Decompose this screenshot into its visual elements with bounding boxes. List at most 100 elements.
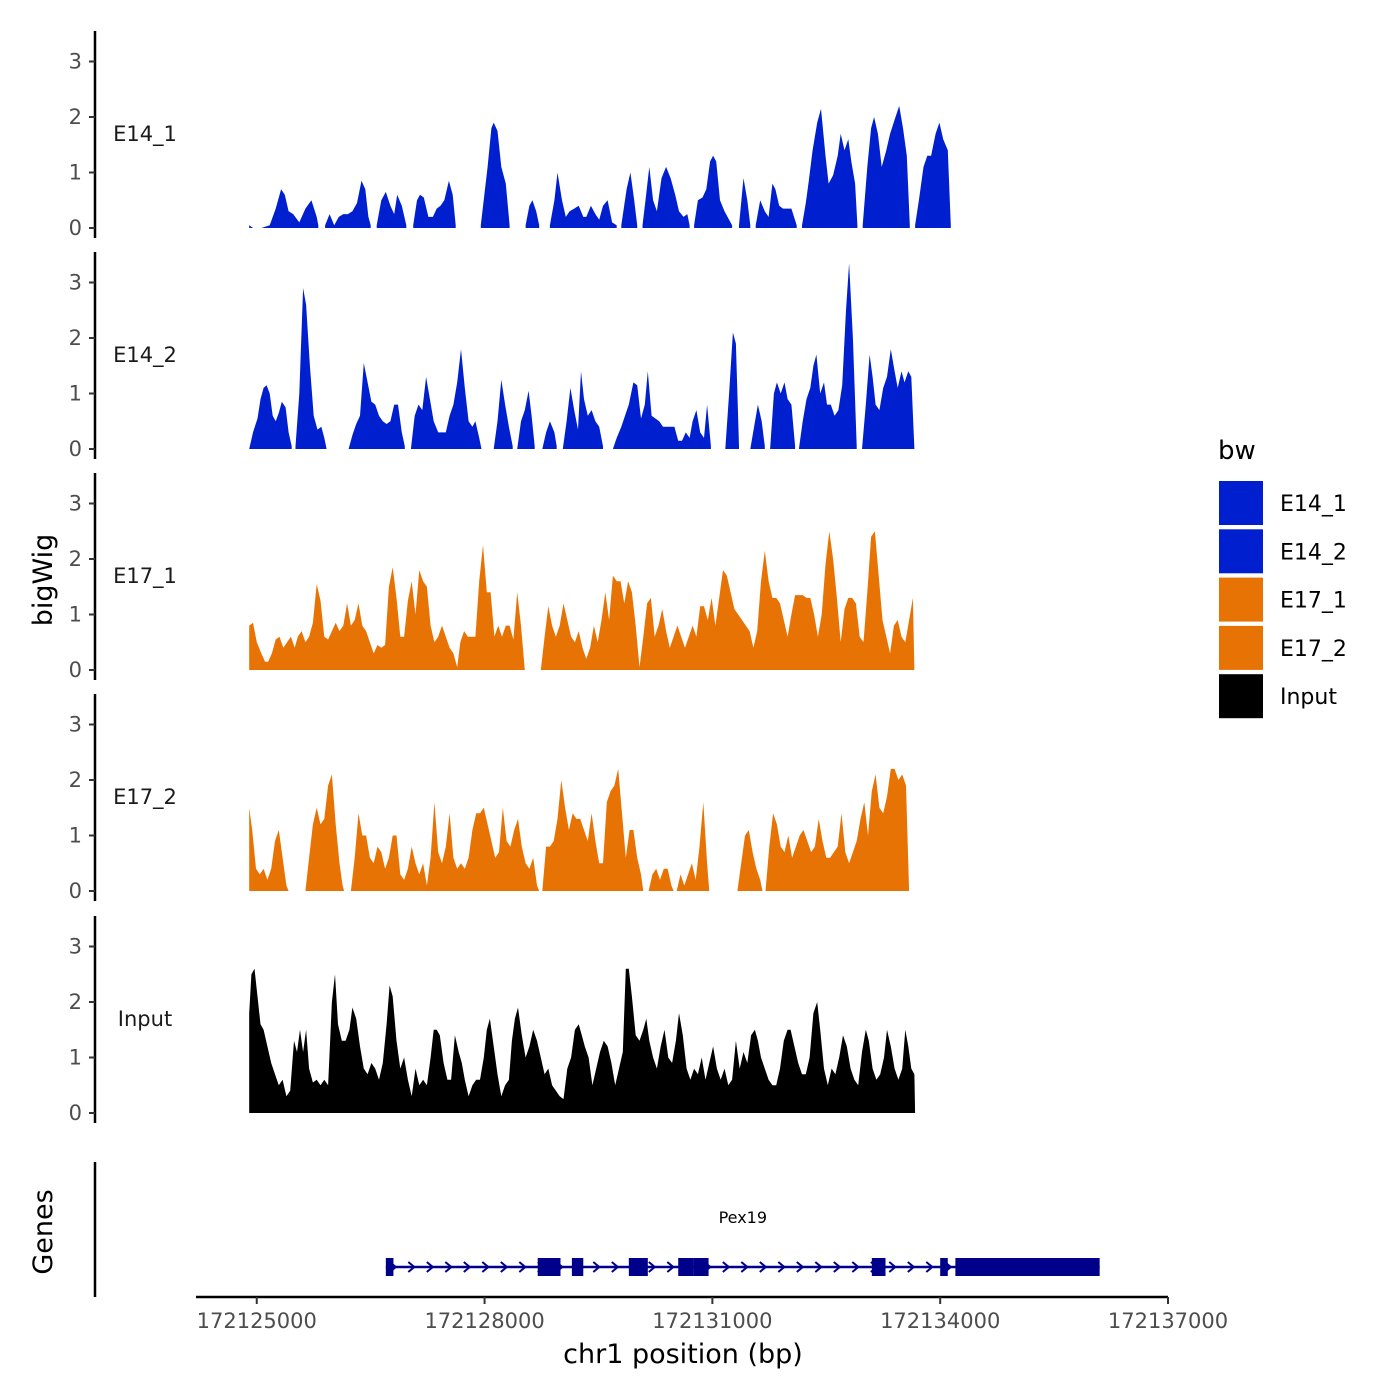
coverage-area: [915, 122, 951, 228]
coverage-area: [376, 191, 407, 228]
legend-title: bw: [1218, 436, 1256, 466]
y-tick-label: 1: [69, 1046, 82, 1070]
coverage-area: [305, 774, 345, 891]
track-label: E14_1: [113, 122, 177, 147]
strand-arrow: [592, 1261, 601, 1273]
track-label: E17_2: [113, 785, 177, 810]
track-E14_2: 0 1 2 3 E14_2: [69, 252, 915, 461]
coverage-area: [325, 180, 371, 228]
track-Input: 0 1 2 3 Input: [69, 916, 916, 1125]
y-tick-label: 0: [69, 1101, 82, 1125]
gene-track: Pex19: [93, 1162, 1100, 1297]
exon: [537, 1258, 561, 1276]
coverage-area: [798, 263, 857, 449]
gene-name-label: Pex19: [719, 1208, 767, 1227]
strand-arrow: [777, 1261, 786, 1273]
legend-entry-E17_1: E17_1: [1219, 577, 1347, 622]
exon: [955, 1258, 1100, 1276]
legend-entry-E14_2: E14_2: [1219, 529, 1347, 574]
coverage-area: [739, 178, 751, 228]
legend-label: E17_2: [1280, 637, 1347, 662]
x-axis-title: chr1 position (bp): [563, 1339, 803, 1370]
coverage-tracks: 0 1 2 3 E14_1 0 1 2 3 E14_2 0 1 2 3 E17_1 0 1 2 3 E17_2 0 1 2 3…: [69, 31, 951, 1125]
exon: [628, 1258, 648, 1276]
strand-arrow: [925, 1261, 934, 1273]
legend-key: [1219, 577, 1263, 622]
strand-arrow: [444, 1261, 453, 1273]
legend-key: [1219, 674, 1263, 719]
coverage-area: [765, 768, 910, 891]
y-tick-label: 1: [69, 382, 82, 406]
strand-arrow: [796, 1261, 805, 1273]
y-tick-label: 0: [69, 216, 82, 240]
strand-arrow: [407, 1261, 416, 1273]
x-tick-label: 172128000: [424, 1309, 544, 1333]
y-tick-label: 2: [69, 768, 82, 792]
track-E14_1: 0 1 2 3 E14_1: [69, 31, 951, 240]
coverage-area: [755, 183, 797, 228]
x-axis: 172125000 172128000 172131000 172134000 1721…: [196, 1295, 1228, 1333]
y-tick-label: 2: [69, 105, 82, 129]
coverage-area: [348, 363, 405, 449]
coverage-area: [249, 385, 292, 449]
legend-key: [1219, 529, 1263, 574]
exon: [871, 1258, 886, 1276]
coverage-area: [750, 404, 765, 449]
legend-label: Input: [1280, 685, 1337, 710]
track-E17_2: 0 1 2 3 E17_2: [69, 694, 910, 903]
y-tick-label: 0: [69, 658, 82, 682]
track-label: E17_1: [113, 564, 177, 589]
coverage-area: [612, 371, 711, 449]
coverage-area: [770, 382, 796, 449]
coverage-area: [517, 390, 535, 449]
strand-arrow: [648, 1261, 657, 1273]
coverage-area: [648, 868, 674, 891]
y-tick-label: 2: [69, 990, 82, 1014]
coverage-area: [493, 379, 513, 449]
strand-arrow: [500, 1261, 509, 1273]
y-tick-label: 0: [69, 879, 82, 903]
legend: bw E14_1 E14_2 E17_1 E17_2 Input: [1218, 436, 1347, 719]
coverage-area: [413, 180, 456, 228]
x-tick-label: 172137000: [1108, 1309, 1228, 1333]
coverage-area: [737, 830, 763, 891]
coverage-area: [249, 807, 289, 891]
y-tick-label: 3: [69, 50, 82, 74]
coverage-area: [480, 122, 510, 228]
coverage-area: [694, 155, 733, 228]
strand-arrow: [463, 1261, 472, 1273]
strand-arrow: [611, 1261, 620, 1273]
exon: [385, 1258, 394, 1276]
y-tick-label: 2: [69, 326, 82, 350]
coverage-area: [261, 189, 319, 228]
track-label: E14_2: [113, 343, 177, 368]
coverage-area: [525, 200, 540, 228]
exon: [678, 1258, 694, 1276]
coverage-area: [621, 172, 638, 228]
legend-key: [1219, 625, 1263, 670]
legend-label: E14_1: [1280, 492, 1347, 517]
coverage-area: [862, 349, 915, 449]
strand-arrow: [833, 1261, 842, 1273]
coverage-area: [295, 288, 327, 449]
strand-arrow: [888, 1261, 897, 1273]
gene-Pex19: Pex19: [385, 1208, 1100, 1276]
y-tick-label: 3: [69, 492, 82, 516]
x-tick-label: 172134000: [880, 1309, 1000, 1333]
coverage-area: [540, 531, 915, 670]
strand-arrow: [740, 1261, 749, 1273]
coverage-area: [542, 421, 557, 449]
y-tick-label: 0: [69, 437, 82, 461]
strand-arrow: [481, 1261, 490, 1273]
y-tick-label: 2: [69, 547, 82, 571]
y-tick-label: 1: [69, 603, 82, 627]
y-tick-label: 1: [69, 824, 82, 848]
y-tick-label: 3: [69, 935, 82, 959]
exon: [693, 1258, 709, 1276]
coverage-area: [410, 349, 482, 449]
coverage-area: [676, 802, 710, 891]
exon: [571, 1258, 584, 1276]
track-label: Input: [118, 1007, 172, 1031]
coverage-area: [249, 225, 253, 228]
legend-label: E17_1: [1280, 589, 1347, 614]
